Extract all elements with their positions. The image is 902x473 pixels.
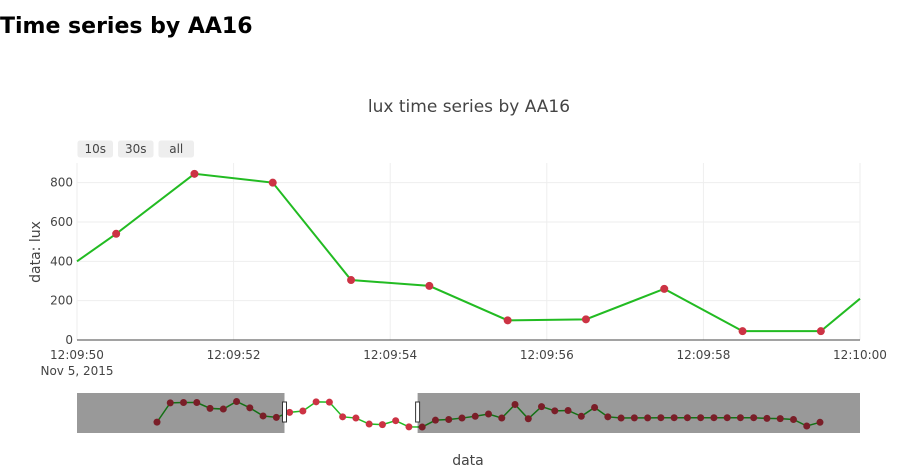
data-point: [425, 281, 434, 290]
data-point: [112, 229, 121, 238]
series-line: [76, 172, 861, 333]
range-slider-point: [246, 404, 254, 412]
range-slider-point: [776, 415, 784, 423]
data-point: [581, 315, 590, 324]
range-button-bg[interactable]: [157, 139, 195, 159]
range-slider-point: [750, 414, 758, 422]
range-slider-point: [233, 397, 241, 405]
range-slider-point: [153, 418, 161, 426]
y-axis-title: data: lux: [28, 221, 44, 283]
range-slider-point: [405, 423, 413, 431]
x-tick-label: 12:09:54: [363, 348, 417, 362]
range-slider-point: [710, 414, 718, 422]
range-slider-point: [564, 406, 572, 414]
page-title: Time series by AA16: [0, 14, 253, 39]
range-slider-point: [312, 398, 320, 406]
range-button-all[interactable]: all: [157, 139, 195, 159]
range-slider[interactable]: [77, 393, 860, 433]
range-slider-handle-right[interactable]: [415, 401, 421, 423]
range-slider-point: [299, 407, 307, 415]
range-slider-point: [458, 414, 466, 422]
x-tick-label: 12:09:58: [676, 348, 730, 362]
y-tick-label: 600: [50, 215, 73, 229]
range-slider-mask-left: [77, 393, 285, 433]
range-slider-point: [697, 414, 705, 422]
range-slider-point: [789, 415, 797, 423]
range-slider-point: [803, 422, 811, 430]
range-slider-point: [193, 399, 201, 407]
data-point: [347, 276, 356, 285]
data-point: [268, 178, 277, 187]
grid: [76, 163, 861, 340]
range-slider-point: [378, 421, 386, 429]
range-slider-point: [524, 415, 532, 423]
y-tick-label: 800: [50, 176, 73, 190]
y-axis-ticks: 0 200 400 600 800: [50, 176, 73, 347]
y-tick-label: 400: [50, 254, 73, 268]
x-tick-label: 12:10:00: [833, 348, 887, 362]
range-slider-point: [630, 414, 638, 422]
range-slider-point: [683, 414, 691, 422]
data-point: [738, 327, 747, 336]
range-slider-mask-right: [417, 393, 860, 433]
range-slider-point: [644, 414, 652, 422]
range-slider-point: [617, 414, 625, 422]
x-tick-label: 12:09:52: [207, 348, 261, 362]
series-lux: [76, 169, 861, 336]
data-point: [816, 327, 825, 336]
range-slider-point: [392, 417, 400, 425]
x-tick-label: 12:09:50: [50, 348, 104, 362]
range-slider-bg: [77, 393, 860, 433]
range-slider-point: [365, 420, 373, 428]
range-button-bg[interactable]: [76, 139, 114, 159]
range-slider-point: [445, 415, 453, 423]
range-slider-point: [736, 414, 744, 422]
range-slider-point: [485, 410, 492, 418]
range-button-bg[interactable]: [117, 139, 155, 159]
range-slider-point: [670, 414, 678, 422]
range-button-label[interactable]: 30s: [125, 142, 147, 156]
range-button-label[interactable]: all: [169, 142, 183, 156]
range-slider-point: [591, 403, 599, 411]
x-tick-label: 12:09:56: [520, 348, 574, 362]
range-slider-point: [352, 414, 360, 422]
range-slider-point: [538, 403, 546, 411]
range-slider-point: [498, 414, 506, 422]
data-point: [190, 169, 199, 178]
y-tick-label: 200: [50, 294, 73, 308]
range-slider-point: [219, 405, 227, 413]
data-point: [660, 284, 669, 293]
range-slider-point: [723, 414, 731, 422]
range-slider-point: [816, 418, 824, 426]
range-slider-point: [286, 408, 294, 416]
range-slider-point: [657, 414, 665, 422]
data-point: [503, 316, 512, 325]
x-axis-title: data: [452, 453, 484, 469]
y-tick-label: 0: [65, 333, 73, 347]
range-slider-point: [604, 413, 612, 421]
x-axis-ticks: 12:09:50 12:09:52 12:09:54 12:09:56 12:09:58…: [50, 348, 887, 362]
range-slider-point: [511, 400, 519, 408]
range-slider-point: [259, 412, 267, 420]
range-slider-point: [471, 412, 479, 420]
range-slider-point: [272, 413, 280, 421]
chart-title: lux time series by AA16: [368, 97, 570, 117]
range-button-30s[interactable]: 30s: [117, 139, 155, 159]
range-slider-point: [418, 423, 426, 431]
range-slider-point: [577, 412, 585, 420]
range-selector: 10s 30s all: [76, 139, 195, 159]
range-slider-point: [206, 404, 214, 412]
range-slider-point: [431, 416, 439, 424]
range-slider-point: [325, 398, 333, 406]
range-button-10s[interactable]: 10s: [76, 139, 114, 159]
x-tick-date-label: Nov 5, 2015: [40, 364, 113, 378]
range-slider-point: [166, 399, 174, 407]
range-slider-handle-left[interactable]: [281, 401, 287, 423]
range-slider-point: [763, 414, 771, 422]
range-slider-point: [180, 399, 188, 407]
range-slider-point: [551, 407, 559, 415]
range-slider-point: [339, 413, 347, 421]
range-button-label[interactable]: 10s: [84, 142, 106, 156]
